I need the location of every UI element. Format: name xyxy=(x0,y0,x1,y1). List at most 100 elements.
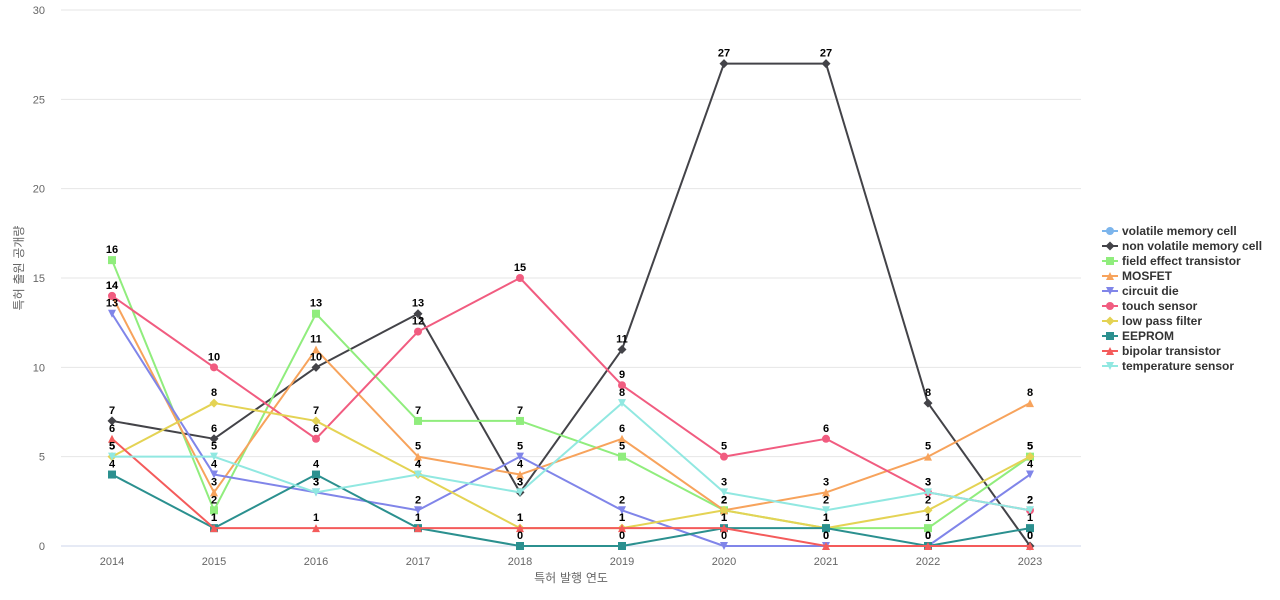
data-point xyxy=(414,327,422,336)
data-label: 3 xyxy=(211,476,217,488)
data-label: 0 xyxy=(925,530,931,542)
data-label: 0 xyxy=(823,530,829,542)
x-tick-label: 2014 xyxy=(100,556,124,568)
data-point xyxy=(210,363,218,372)
data-label: 6 xyxy=(109,423,115,435)
legend-label: temperature sensor xyxy=(1122,359,1234,373)
legend-marker xyxy=(1106,347,1114,355)
data-label: 13 xyxy=(310,298,322,310)
legend-label: non volatile memory cell xyxy=(1122,239,1262,253)
series-line xyxy=(111,313,1031,547)
data-point xyxy=(311,362,321,372)
data-point xyxy=(720,542,728,550)
data-label: 1 xyxy=(313,512,319,524)
data-label: 2 xyxy=(721,494,727,506)
data-point xyxy=(108,434,116,443)
data-label: 2 xyxy=(415,494,421,506)
data-label: 3 xyxy=(925,476,931,488)
data-label: 1 xyxy=(925,512,931,524)
series-circuit-die xyxy=(108,309,1034,550)
data-point xyxy=(618,506,626,515)
legend-item[interactable]: circuit die xyxy=(1102,284,1179,298)
legend-item[interactable]: touch sensor xyxy=(1102,299,1198,313)
data-point xyxy=(413,309,423,319)
data-point xyxy=(719,505,729,515)
data-point xyxy=(210,470,218,479)
data-point xyxy=(516,542,524,550)
data-label: 1 xyxy=(721,512,727,524)
data-point xyxy=(312,524,320,533)
data-point xyxy=(311,416,321,426)
data-point xyxy=(618,399,626,408)
data-point xyxy=(209,398,219,408)
legend-marker xyxy=(1106,227,1114,235)
data-label: 1 xyxy=(517,512,523,524)
data-label: 0 xyxy=(1027,530,1033,542)
data-label: 2 xyxy=(211,494,217,506)
legend-item[interactable]: field effect transistor xyxy=(1102,254,1241,268)
data-point xyxy=(516,524,524,533)
legend-item[interactable]: EEPROM xyxy=(1102,329,1174,343)
series-line xyxy=(112,402,1031,512)
legend-marker xyxy=(1105,241,1115,251)
data-label: 6 xyxy=(823,423,829,435)
series-low-pass-filter xyxy=(107,398,1035,533)
data-label: 1 xyxy=(619,512,625,524)
data-label: 27 xyxy=(718,48,730,60)
data-point xyxy=(108,291,116,300)
data-label: 3 xyxy=(721,476,727,488)
legend-item[interactable]: non volatile memory cell xyxy=(1102,239,1262,253)
data-label: 4 xyxy=(415,459,422,471)
data-point xyxy=(108,309,116,318)
x-tick-label: 2018 xyxy=(508,556,532,568)
data-label: 5 xyxy=(1027,441,1033,453)
data-label: 1 xyxy=(823,512,829,524)
data-label: 1 xyxy=(211,512,217,524)
data-label: 8 xyxy=(619,387,625,399)
data-point xyxy=(312,434,320,443)
data-label: 1 xyxy=(415,512,421,524)
legend-label: bipolar transistor xyxy=(1122,344,1221,358)
legend-label: volatile memory cell xyxy=(1122,224,1237,238)
data-label: 2 xyxy=(721,494,727,506)
legend-item[interactable]: MOSFET xyxy=(1102,269,1173,283)
x-tick-label: 2019 xyxy=(610,556,634,568)
data-label: 1 xyxy=(211,512,217,524)
legend-item[interactable]: bipolar transistor xyxy=(1102,344,1221,358)
series-non-volatile-memory-cell xyxy=(107,59,1035,551)
data-label: 3 xyxy=(313,476,319,488)
x-tick-label: 2022 xyxy=(916,556,940,568)
legend-marker xyxy=(1105,316,1115,326)
data-point xyxy=(719,59,729,69)
legend-label: MOSFET xyxy=(1122,269,1173,283)
data-label: 1 xyxy=(619,512,625,524)
data-point xyxy=(924,488,932,497)
data-point xyxy=(210,506,218,515)
data-label: 5 xyxy=(1027,441,1033,453)
data-point xyxy=(107,416,117,426)
data-point xyxy=(516,274,524,282)
data-point xyxy=(720,488,728,497)
data-label: 8 xyxy=(925,387,931,399)
data-label: 6 xyxy=(211,423,217,435)
data-point xyxy=(414,506,422,515)
data-label: 13 xyxy=(106,298,118,310)
legend-item[interactable]: temperature sensor xyxy=(1102,359,1234,373)
series-line xyxy=(111,473,1031,547)
data-point xyxy=(108,452,116,461)
data-label: 1 xyxy=(415,512,421,524)
y-tick-label: 30 xyxy=(33,5,45,17)
data-label: 3 xyxy=(517,476,523,488)
legend-item[interactable]: low pass filter xyxy=(1102,314,1202,328)
data-point xyxy=(923,505,933,515)
data-point xyxy=(1026,399,1034,408)
legend-label: EEPROM xyxy=(1122,329,1174,343)
data-point xyxy=(210,452,218,461)
data-label: 16 xyxy=(106,244,118,256)
data-point xyxy=(923,398,933,408)
legend-item[interactable]: volatile memory cell xyxy=(1102,224,1237,238)
data-point xyxy=(516,470,524,479)
